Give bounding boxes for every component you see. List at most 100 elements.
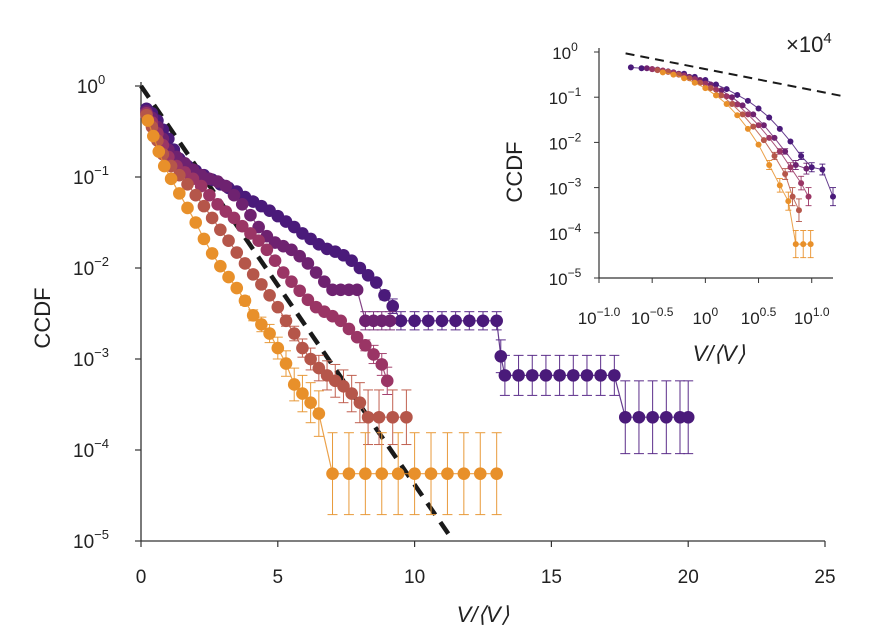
main-data-point: [147, 129, 160, 143]
inset-y-tick-label: 10−3: [549, 176, 582, 199]
inset-data-point: [766, 162, 773, 168]
inset-x-tick-label: 100.5: [741, 305, 777, 328]
main-data-point: [235, 219, 249, 233]
main-data-point: [260, 243, 274, 257]
main-data-point: [408, 314, 421, 328]
main-y-tick-label: 10−1: [73, 163, 109, 189]
main-data-point: [353, 261, 367, 275]
inset-chart: 10−1.0 10−0.5 100 100.5 101.010010−110−210−3…: [502, 30, 844, 366]
main-data-point: [350, 330, 364, 344]
inset-data-point: [723, 100, 730, 107]
main-data-point: [334, 314, 348, 328]
main-data-point: [164, 172, 178, 186]
main-x-tick-label: 5: [273, 567, 284, 588]
main-data-point: [230, 246, 244, 259]
inset-data-point: [739, 102, 746, 109]
inset-data-point: [734, 101, 741, 108]
main-data-point: [318, 275, 331, 288]
inset-y-tick-label-exp: 0: [571, 40, 578, 54]
main-data-point: [337, 380, 350, 393]
main-data-point: [271, 341, 285, 355]
inset-data-point: [654, 67, 661, 74]
main-y-tick-label-base: 10: [73, 168, 94, 189]
main-data-point: [342, 322, 356, 336]
main-data-point: [301, 293, 315, 307]
main-data-point: [301, 257, 315, 270]
inset-multiplier-exp: 4: [823, 30, 831, 47]
inset-data-point: [627, 64, 634, 71]
main-data-point: [421, 314, 435, 328]
inset-x-tick-label-exp: −1.0: [597, 305, 621, 319]
main-data-point: [566, 369, 580, 382]
main-data-point: [157, 159, 171, 173]
main-y-tick-label: 10−3: [73, 345, 109, 371]
inset-data-point: [787, 138, 794, 145]
inset-x-tick-label-exp: −0.5: [650, 305, 674, 319]
inset-data-point: [803, 165, 810, 172]
inset-x-tick-label: 10−1.0: [578, 305, 621, 328]
main-data-point: [238, 257, 252, 270]
inset-data-point: [755, 105, 762, 112]
main-data-point: [312, 407, 326, 420]
inset-data-point: [807, 241, 814, 248]
main-x-tick-label: 10: [404, 567, 425, 588]
inset-data-point: [798, 152, 805, 159]
main-data-point: [350, 283, 364, 297]
main-data-point: [152, 145, 166, 158]
inset-data-point: [760, 137, 767, 144]
main-y-tick-label: 10−4: [73, 436, 109, 462]
main-y-axis-title: CCDF: [30, 287, 55, 348]
main-data-point: [580, 369, 594, 382]
main-data-point: [276, 266, 290, 279]
main-data-point: [244, 208, 257, 222]
inset-y-axis-title: CCDF: [502, 141, 527, 202]
inset-data-point: [776, 182, 783, 189]
inset-data-point: [785, 198, 792, 205]
main-x-tick-label: 20: [678, 567, 699, 588]
main-data-point: [359, 339, 372, 352]
inset-x-axis-title: V/⟨V⟩: [693, 341, 746, 366]
main-data-point: [271, 300, 285, 314]
main-data-point: [211, 198, 224, 211]
inset-data-point: [638, 65, 645, 72]
main-data-point: [681, 410, 695, 424]
inset-data-point: [670, 71, 677, 78]
inset-y-tick-label-base: 10: [549, 180, 568, 199]
main-data-point: [386, 410, 400, 424]
inset-data-point: [723, 93, 730, 100]
main-data-point: [296, 341, 309, 355]
main-data-point: [383, 314, 397, 328]
inset-y-tick-label-exp: −4: [568, 221, 582, 235]
main-data-point: [214, 223, 227, 237]
inset-y-tick-label-exp: −3: [568, 176, 582, 190]
main-data-point: [219, 179, 233, 193]
inset-data-point: [766, 114, 773, 121]
main-series-5: [141, 114, 503, 516]
inset-data-point: [718, 92, 725, 99]
main-data-point: [227, 188, 241, 202]
inset-data-point: [691, 79, 698, 86]
inset-data-point: [750, 123, 757, 130]
inset-data-point: [776, 125, 783, 132]
main-x-tick-label: 0: [136, 567, 147, 588]
main-data-point: [386, 299, 400, 313]
main-data-point: [244, 227, 257, 240]
main-data-point: [222, 270, 235, 284]
main-data-point: [189, 216, 203, 229]
main-data-point: [473, 467, 487, 480]
main-data-point: [646, 410, 659, 424]
main-data-point: [194, 179, 208, 193]
main-data-point: [435, 314, 449, 328]
inset-x-tick-label-exp: 1.0: [813, 305, 830, 319]
main-data-point: [449, 314, 462, 328]
inset-data-point: [723, 86, 730, 93]
main-y-tick-label-exp: −1: [94, 163, 109, 178]
main-y-tick-label: 10−2: [73, 254, 109, 280]
main-data-point: [263, 289, 276, 302]
inset-y-tick-label: 10−1: [549, 85, 582, 108]
inset-y-tick-label: 10−5: [549, 266, 582, 289]
main-data-point: [246, 268, 260, 281]
inset-data-point: [659, 69, 666, 76]
main-data-point: [380, 374, 394, 388]
inset-data-point: [808, 164, 815, 171]
